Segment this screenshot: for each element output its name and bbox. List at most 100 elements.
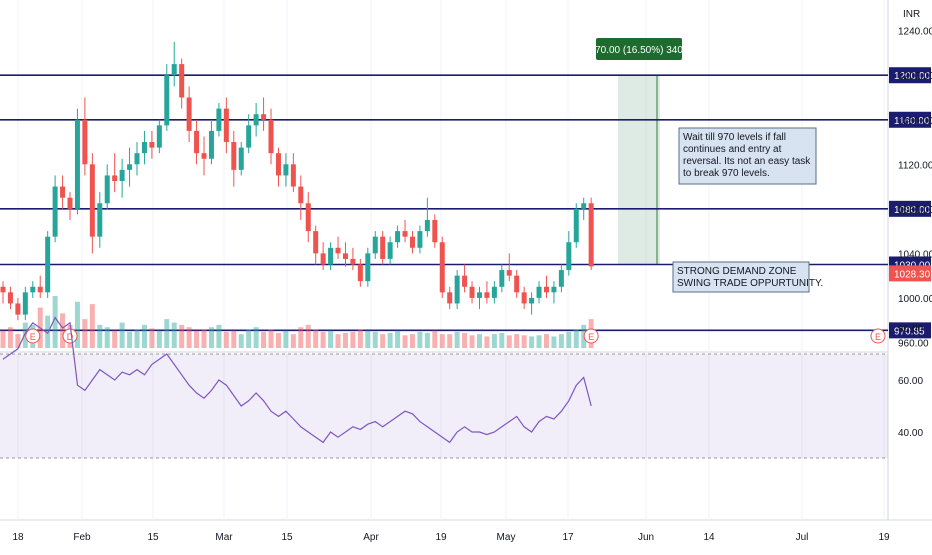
rsi-line: [2, 316, 592, 444]
candle-body: [231, 142, 237, 170]
volume-bar: [417, 331, 423, 348]
price-tick-label: 1120.00: [898, 160, 932, 171]
candle-body: [171, 64, 177, 76]
volume-bar: [15, 334, 21, 348]
volume-bar: [365, 330, 371, 348]
annotation-box: [672, 261, 810, 293]
candle-body: [365, 253, 371, 282]
candle-body: [439, 242, 445, 293]
event-marker[interactable]: [870, 328, 886, 344]
time-tick-label: 15: [147, 532, 159, 543]
candle-body: [89, 164, 95, 237]
candle-body: [543, 286, 549, 293]
volume-bar: [521, 335, 527, 348]
candle-body: [0, 286, 6, 293]
volume-bar: [134, 329, 140, 348]
candle-body: [261, 114, 267, 120]
volume-bar: [179, 324, 185, 348]
candle-body: [454, 275, 460, 304]
volume-bar: [402, 335, 408, 348]
candle-body: [134, 153, 140, 165]
volume-bar: [335, 334, 341, 348]
volume-bar: [320, 331, 326, 348]
time-tick-label: 15: [281, 532, 293, 543]
candle-body: [298, 186, 304, 204]
current-price-box: [889, 265, 931, 282]
candle-body: [15, 303, 21, 315]
volume-bar: [298, 327, 304, 348]
volume-bar: [119, 322, 125, 348]
candle-body: [45, 236, 51, 293]
volume-bar: [112, 330, 118, 348]
event-marker[interactable]: [583, 328, 599, 344]
volume-bar: [395, 330, 401, 348]
candle-body: [268, 119, 274, 154]
volume-bar: [74, 301, 80, 348]
volume-bar: [283, 330, 289, 348]
candle-body: [179, 64, 185, 98]
volume-bar: [350, 331, 356, 348]
candle-body: [127, 164, 133, 170]
time-tick-label: 17: [562, 532, 574, 543]
candle-body: [551, 286, 557, 293]
annotation-text: to break 970 levels.: [683, 168, 770, 179]
volume-bar: [551, 336, 557, 348]
candle-body: [328, 247, 334, 265]
time-tick-label: Jul: [796, 532, 809, 543]
candle-body: [149, 142, 155, 148]
candle-body: [97, 203, 103, 237]
candle-body: [462, 275, 468, 287]
volume-bar: [558, 334, 564, 348]
candle-body: [290, 164, 296, 187]
level-label: 1200.00: [894, 71, 931, 82]
candle-body: [499, 270, 505, 287]
volume-bar: [52, 296, 58, 348]
volume-bar: [231, 330, 237, 348]
annotation-box: [678, 127, 817, 185]
candle-body: [52, 186, 58, 237]
volume-bar: [164, 319, 170, 348]
candle-body: [506, 270, 512, 276]
volume-bar: [268, 329, 274, 348]
volume-bar: [529, 336, 535, 348]
volume-bar: [313, 329, 319, 348]
event-marker[interactable]: [62, 328, 78, 344]
volume-bar: [409, 334, 415, 348]
volume-bar: [305, 324, 311, 348]
candle-body: [253, 114, 259, 126]
candle-body: [387, 242, 393, 259]
time-tick-label: Mar: [215, 532, 233, 543]
volume-bar: [447, 334, 453, 348]
price-tick-label: 1000.00: [898, 294, 932, 305]
candle-body: [514, 275, 520, 293]
rsi-tick-label: 40.00: [898, 428, 923, 439]
candle-body: [395, 231, 401, 243]
candle-body: [417, 231, 423, 248]
rsi-tick-label: 80.00: [898, 324, 923, 335]
annotation-text: Wait till 970 levels if fall: [683, 132, 786, 143]
event-marker[interactable]: [25, 328, 41, 344]
volume-bar: [514, 334, 520, 348]
candle-body: [305, 203, 311, 232]
level-label: 1080.00: [894, 205, 931, 216]
level-label-box: [889, 111, 931, 128]
candle-body: [82, 119, 88, 165]
volume-bar: [127, 331, 133, 348]
candle-body: [566, 242, 572, 271]
level-label-box: [889, 322, 931, 339]
event-marker-label: D: [67, 332, 74, 342]
candle-body: [357, 264, 363, 282]
time-tick-label: Feb: [73, 532, 91, 543]
candle-body: [141, 142, 147, 154]
level-label: 970.85: [894, 326, 925, 337]
candle-body: [186, 97, 192, 131]
candle-body: [60, 186, 66, 198]
volume-bar: [7, 327, 13, 348]
candle-body: [201, 153, 207, 159]
candle-body: [529, 297, 535, 304]
time-tick-label: 18: [12, 532, 24, 543]
candle-body: [335, 247, 341, 254]
time-tick-label: Apr: [363, 532, 379, 543]
